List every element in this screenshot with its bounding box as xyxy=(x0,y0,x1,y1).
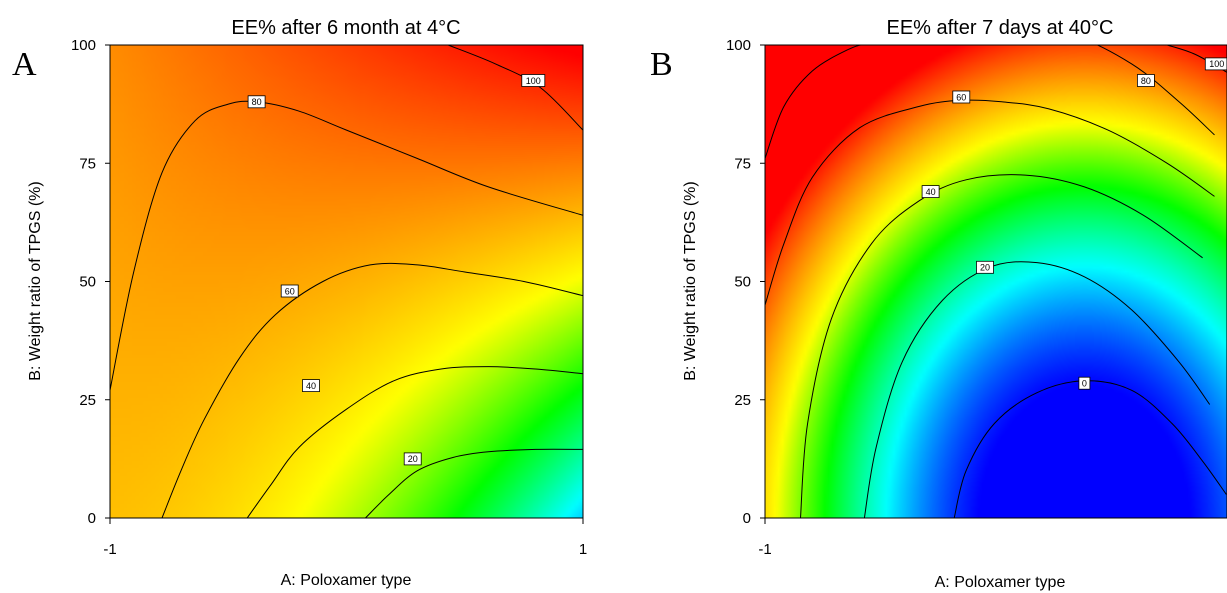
panel-a-contour-label-box-80 xyxy=(247,95,266,109)
panel-b-plot-area: 100 80 60 40 20 0 0 25 50 75 100 -1 xyxy=(726,37,1227,558)
panel-b-contour-label-box-0 xyxy=(1078,376,1091,390)
panel-b-contour-label-box-20 xyxy=(976,260,994,274)
panel-a-contour-label-80: 80 xyxy=(252,97,262,107)
panel-b-contour-label-box-80 xyxy=(1137,74,1155,87)
panel-a-contour-label-100: 100 xyxy=(526,76,541,86)
panel-b-title: EE% after 7 days at 40°C xyxy=(886,17,1113,39)
panel-a-contour-label-box-60 xyxy=(280,284,299,298)
panel-b-contour-label-box-100 xyxy=(1204,57,1227,71)
panel-b-y-tick-label-0: 0 xyxy=(743,510,751,527)
panel-b-contour-line-80 xyxy=(765,45,1215,159)
panel-b-contour-label-box-60 xyxy=(952,90,971,104)
panel-a-contour-label-20: 20 xyxy=(408,454,418,464)
panel-a-contour-label-box-40 xyxy=(302,379,320,393)
panel-a-contour-label-box-100 xyxy=(521,74,546,87)
panel-a-heatmap-field xyxy=(110,45,583,518)
panel-b-y-tick-label-25: 25 xyxy=(734,392,751,409)
panel-a-contour-line-100 xyxy=(448,45,583,131)
panel-a-y-tick-label-0: 0 xyxy=(88,510,96,527)
panel-b-contour-label-20: 20 xyxy=(980,263,990,273)
panel-b-contour-label-100: 100 xyxy=(1209,59,1224,69)
panel-b-contour-label-80: 80 xyxy=(1141,76,1151,86)
panel-a-plot-area: 100 80 60 40 20 0 25 50 75 100 -1 1 xyxy=(71,37,587,558)
panel-b-y-tick-label-75: 75 xyxy=(734,155,751,172)
panel-b: B EE% after 7 days at 40°C 100 80 60 40 20 0 0… xyxy=(650,17,1227,591)
panel-b-heatmap-field xyxy=(765,45,1227,518)
panel-a-y-tick-label-25: 25 xyxy=(79,392,96,409)
panel-a-contour-line-40 xyxy=(246,366,583,518)
panel-b-x-axis-label: A: Poloxamer type xyxy=(935,574,1066,591)
panel-a-contour-line-20 xyxy=(365,448,583,518)
panel-a-y-tick-label-50: 50 xyxy=(79,274,96,291)
panel-a-y-tick-label-100: 100 xyxy=(71,37,96,54)
panel-b-contour-line-20 xyxy=(863,261,1211,518)
panel-a-y-axis-label: B: Weight ratio of TPGS (%) xyxy=(27,181,44,380)
panel-b-contour-label-0: 0 xyxy=(1082,379,1087,389)
panel-b-contour-label-box-40 xyxy=(921,185,940,199)
panel-a-contour-label-box-20 xyxy=(403,452,422,466)
panel-a: A EE% after 6 month at 4°C 100 80 60 40 20 0 2… xyxy=(12,17,587,589)
panel-a-letter: A xyxy=(12,46,37,83)
panel-b-x-tick-label--1: -1 xyxy=(758,541,771,558)
panel-a-contour-line-60 xyxy=(161,262,583,518)
panel-b-y-axis-label: B: Weight ratio of TPGS (%) xyxy=(682,181,699,380)
panel-b-contour-label-40: 40 xyxy=(926,187,936,197)
panel-b-y-tick-label-50: 50 xyxy=(734,274,751,291)
panel-a-contours xyxy=(110,45,583,518)
panel-b-y-tick-label-100: 100 xyxy=(726,37,751,54)
panel-a-x-axis-label: A: Poloxamer type xyxy=(281,572,412,589)
panel-a-x-tick-label--1: -1 xyxy=(103,541,116,558)
panel-a-x-tick-label-1: 1 xyxy=(579,541,587,558)
panel-b-contour-label-60: 60 xyxy=(956,92,966,102)
panel-b-letter: B xyxy=(650,46,673,83)
panel-a-contour-label-40: 40 xyxy=(306,381,316,391)
panel-a-contour-label-60: 60 xyxy=(285,286,295,296)
panel-a-title: EE% after 6 month at 4°C xyxy=(231,17,460,39)
panel-a-y-tick-label-75: 75 xyxy=(79,155,96,172)
